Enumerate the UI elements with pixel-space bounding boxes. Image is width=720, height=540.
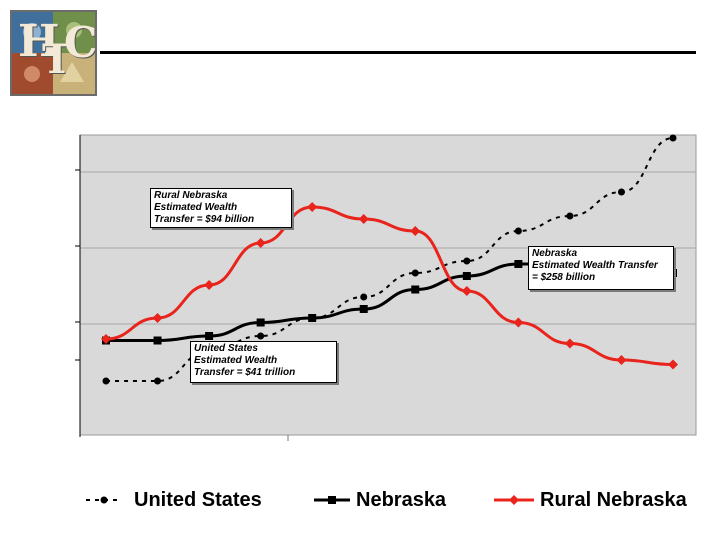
legend-label-nebraska: Nebraska (356, 488, 447, 511)
point-united-states (514, 227, 522, 235)
legend-united-states: United States (84, 486, 262, 514)
logo-letter-t: T (42, 36, 72, 83)
annotation-line: Transfer = $41 trillion (194, 367, 296, 378)
point-rural-nebraska (410, 226, 421, 236)
point-rural-nebraska (101, 334, 111, 344)
header-rule (100, 51, 696, 54)
annotation-line: = $258 billion (532, 272, 596, 283)
annotation-line: Estimated Wealth Transfer (532, 260, 658, 271)
point-rural-nebraska (255, 238, 266, 248)
annotation-line: Rural Nebraska (154, 190, 228, 201)
point-united-states (411, 269, 419, 277)
annotation-line: Transfer = $94 billion (154, 214, 255, 225)
point-nebraska (514, 260, 523, 268)
point-rural-nebraska (152, 313, 163, 323)
point-nebraska (256, 318, 265, 327)
annotation-line: United States (194, 343, 258, 354)
point-nebraska (359, 305, 368, 313)
series-rural-nebraska (101, 202, 678, 370)
point-united-states (360, 293, 368, 301)
annotation-line: Nebraska (532, 248, 578, 259)
annotation-nebraska: Nebraska Estimated Wealth Transfer = $25… (528, 246, 674, 290)
legend-rural-nebraska: Rural Nebraska (492, 486, 687, 514)
point-nebraska (308, 314, 317, 322)
legend-swatch-united-states (86, 496, 122, 504)
point-united-states (566, 212, 574, 220)
point-rural-nebraska (513, 317, 524, 328)
point-nebraska (153, 336, 162, 345)
point-united-states (463, 257, 471, 265)
legend-swatch-rural-nebraska (494, 495, 534, 505)
point-rural-nebraska (668, 359, 678, 370)
point-united-states (617, 188, 625, 196)
point-rural-nebraska (307, 202, 318, 212)
point-rural-nebraska (204, 280, 215, 290)
logo-letter-h: H (18, 16, 60, 67)
annotation-rural-nebraska: Rural Nebraska Estimated Wealth Transfer… (150, 188, 292, 228)
point-united-states (669, 134, 677, 142)
point-united-states (257, 332, 265, 340)
legend-label-united-states: United States (134, 488, 262, 511)
htc-logo: H T C (10, 10, 97, 96)
point-nebraska (205, 332, 214, 340)
point-rural-nebraska (564, 338, 575, 349)
logo-letter-c: C (64, 18, 97, 67)
point-united-states (102, 377, 110, 385)
point-nebraska (462, 272, 471, 280)
legend-swatch-nebraska (314, 496, 350, 504)
annotation-line: Estimated Wealth (154, 202, 238, 213)
point-rural-nebraska (616, 355, 627, 365)
point-rural-nebraska (358, 214, 369, 224)
point-united-states (154, 377, 162, 385)
annotation-line: Estimated Wealth (194, 355, 278, 366)
annotation-united-states: United States Estimated Wealth Transfer … (190, 341, 337, 383)
point-nebraska (411, 285, 420, 294)
legend-nebraska: Nebraska (312, 486, 446, 514)
legend-label-rural-nebraska: Rural Nebraska (540, 488, 687, 511)
point-rural-nebraska (461, 286, 472, 296)
